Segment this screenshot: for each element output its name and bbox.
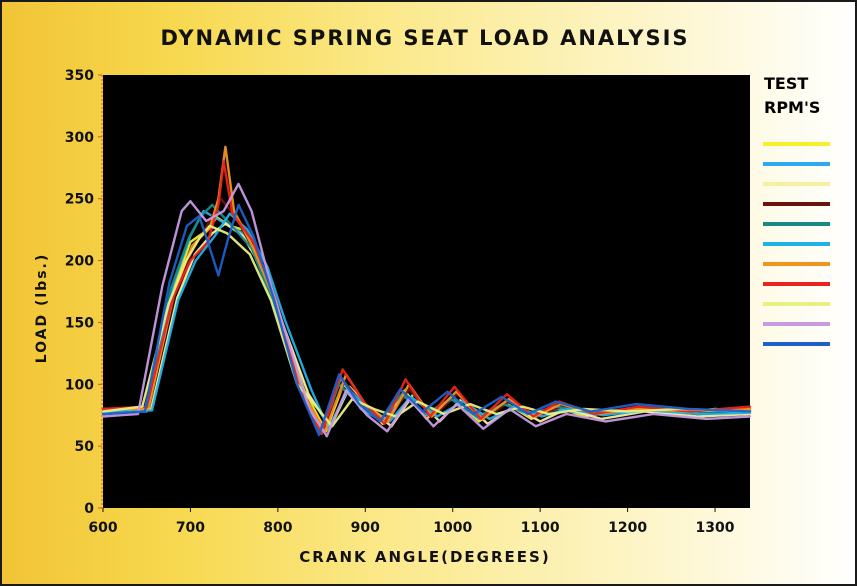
- x-tick-label: 1000: [433, 520, 472, 536]
- x-tick-label: 800: [263, 520, 292, 536]
- y-tick-label: 0: [84, 501, 94, 517]
- x-tick-label: 1100: [521, 520, 560, 536]
- y-tick-label: 100: [65, 377, 94, 393]
- series-line-11: [101, 203, 752, 437]
- series-line-8: [101, 160, 752, 435]
- x-tick-label: 1200: [608, 520, 647, 536]
- x-tick-label: 1300: [696, 520, 735, 536]
- y-axis: 0 50 100 150 200 250 300 350: [65, 68, 103, 517]
- y-tick-label: 300: [65, 130, 94, 146]
- x-tick-label: 700: [176, 520, 205, 536]
- y-tick-label: 200: [65, 254, 94, 270]
- y-tick-label: 350: [65, 68, 94, 84]
- y-tick-label: 150: [65, 315, 94, 331]
- legend-title-line-1: TEST: [764, 74, 809, 93]
- legend-title: TEST RPM'S: [764, 72, 820, 120]
- x-tick-label: 900: [351, 520, 380, 536]
- x-axis: 600 700 800 900 1000 1100 1200 1300: [88, 508, 735, 536]
- chart-title: DYNAMIC SPRING SEAT LOAD ANALYSIS: [160, 26, 690, 50]
- x-tick-label: 600: [88, 520, 117, 536]
- x-axis-label: CRANK ANGLE(DEGREES): [299, 548, 551, 566]
- series-line-10: [101, 182, 752, 438]
- series-lines: [101, 145, 752, 438]
- y-tick-label: 250: [65, 192, 94, 208]
- y-tick-label: 50: [75, 439, 95, 455]
- legend: [763, 142, 830, 346]
- legend-title-line-2: RPM'S: [764, 98, 821, 117]
- plot-area: [103, 75, 750, 508]
